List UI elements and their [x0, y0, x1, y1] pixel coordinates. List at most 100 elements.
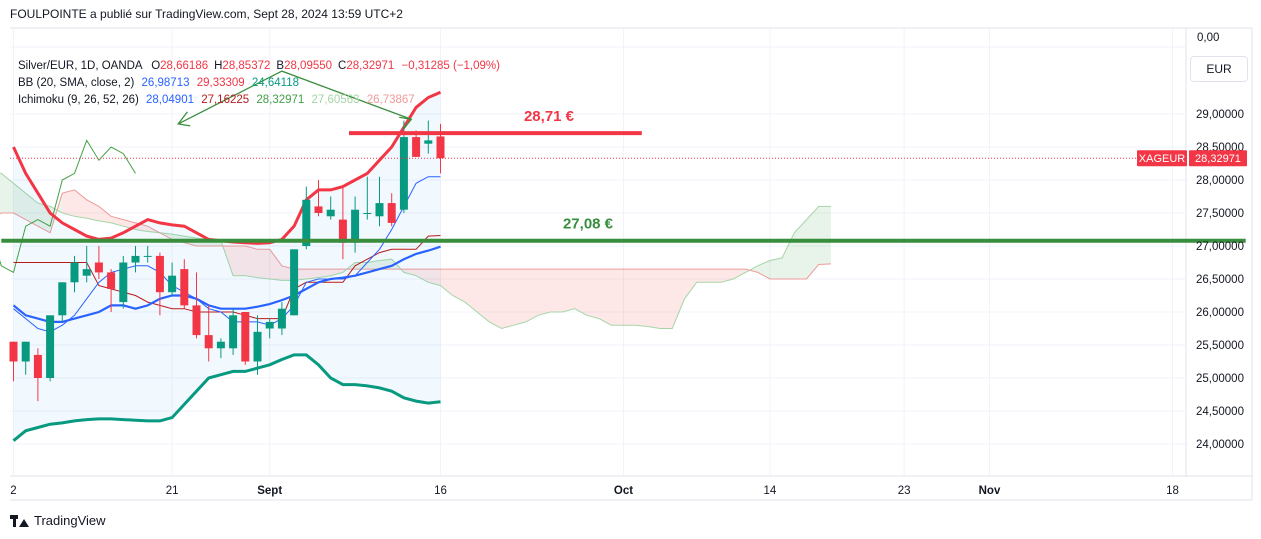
candle-body — [412, 137, 421, 157]
cloud-segment — [660, 269, 673, 329]
cloud-segment — [477, 269, 490, 322]
price-tick-label: 25,00000 — [1196, 373, 1244, 385]
legend-ohlc-value: 28,66186 — [160, 60, 209, 72]
candle-body — [9, 341, 18, 362]
cloud-segment — [318, 269, 331, 278]
candle-body — [180, 269, 189, 306]
cloud-segment — [269, 249, 282, 281]
bb-lower-line — [12, 353, 441, 442]
cloud-segment — [708, 269, 722, 283]
legend-ichimoku-label: Ichimoku (9, 26, 52, 26) — [18, 94, 139, 106]
time-tick-label: Nov — [979, 485, 1001, 497]
price-tick-label: 26,00000 — [1196, 307, 1244, 319]
cloud-segment — [440, 269, 453, 296]
cloud-segment — [550, 269, 563, 312]
price-tick-label: 0,00 — [1197, 32, 1219, 44]
annotations: 28,71 € 27,08 € — [1, 70, 1246, 243]
time-axis: 221Sept16Oct1423Nov18Déc — [10, 485, 1179, 497]
candle-body — [33, 354, 42, 378]
candles — [9, 120, 445, 402]
cloud-segment — [672, 269, 685, 329]
cloud-segment — [794, 219, 807, 279]
candle-body — [265, 321, 274, 329]
legend-ichimoku-row[interactable]: Ichimoku (9, 26, 52, 26) 28,04901 27,162… — [18, 92, 500, 109]
candle-body — [131, 255, 140, 263]
candle-body — [277, 308, 286, 329]
cloud-segment — [513, 269, 526, 326]
tradingview-logo-icon — [10, 514, 30, 527]
legend-ichimoku-conversion: 28,04901 — [146, 94, 194, 106]
legend-bb-row[interactable]: BB (20, SMA, close, 2) 26,98713 29,33309… — [18, 75, 500, 92]
senkou-a-line — [0, 172, 831, 330]
cloud-segment — [306, 269, 319, 279]
cloud-segment — [538, 269, 551, 316]
footer-brand-label: TradingView — [34, 513, 106, 528]
senkou-b-line — [0, 189, 831, 280]
price-tick-label: 25,50000 — [1196, 340, 1244, 352]
cloud-segment — [74, 189, 87, 219]
cloud-segment — [62, 189, 75, 217]
legend-ohlc-key: O — [151, 60, 161, 72]
legend-symbol-row[interactable]: Silver/EUR, 1D, OANDA O28,66186 H28,85372… — [18, 58, 500, 75]
candle-body — [351, 209, 360, 243]
candle-body — [436, 136, 445, 159]
price-tag-label: 28,32971 — [1195, 153, 1241, 165]
legend-ichimoku-lead1: 27,60563 — [311, 94, 360, 106]
cloud-segment — [635, 269, 648, 327]
legend-bb-lower: 24,64118 — [251, 77, 299, 89]
publisher-header: FOULPOINTE a publié sur TradingView.com,… — [10, 7, 403, 21]
price-tick-label: 26,50000 — [1196, 274, 1244, 286]
candle-body — [192, 305, 201, 336]
bollinger-fill — [13, 92, 441, 441]
cloud-segment — [757, 260, 770, 279]
price-tick-label: 27,50000 — [1196, 208, 1244, 220]
candle-body — [155, 255, 164, 293]
cloud-segment — [623, 269, 636, 326]
cloud-segment — [464, 269, 478, 312]
candle-body — [424, 140, 433, 144]
candle-body — [46, 315, 55, 378]
legend-bb-upper: 29,33309 — [196, 77, 245, 89]
legend-ichimoku-lead2: 26,73867 — [366, 94, 415, 106]
price-tick-label: 27,00000 — [1196, 241, 1244, 253]
level-label: 28,71 € — [524, 108, 575, 125]
chikou-line — [0, 139, 136, 274]
footer-brand[interactable]: TradingView — [10, 513, 106, 528]
bollinger-band-fill — [13, 92, 441, 441]
cloud-segment — [647, 269, 661, 329]
candle-body — [399, 137, 408, 210]
legend-ohlc-key: H — [214, 60, 223, 72]
candle-body — [58, 282, 67, 316]
cloud-segment — [489, 269, 502, 329]
cloud-segment — [562, 269, 575, 312]
cloud-segment — [769, 257, 783, 279]
cloud-segment — [1, 173, 14, 213]
cloud-segment — [721, 269, 734, 283]
legend-ohlc-value: 28,85372 — [222, 60, 271, 72]
currency-button[interactable]: EUR — [1190, 56, 1248, 82]
candle-body — [94, 262, 103, 273]
candle-body — [143, 255, 152, 257]
price-tick-label: 29,00000 — [1196, 109, 1244, 121]
cloud-segment — [403, 269, 417, 276]
cloud-segment — [233, 246, 246, 276]
candle-body — [314, 206, 323, 213]
candle-body — [363, 213, 372, 214]
arrow-head-left — [177, 111, 191, 127]
cloud-segment — [428, 269, 441, 286]
symbol-tag-bg — [1137, 150, 1187, 167]
candle-body — [119, 262, 128, 303]
legend: Silver/EUR, 1D, OANDA O28,66186 H28,85372… — [18, 58, 500, 109]
legend-bb-label: BB (20, SMA, close, 2) — [18, 77, 135, 89]
time-tick-label: 23 — [898, 485, 911, 497]
price-tick-label: 28,00000 — [1196, 175, 1244, 187]
cloud-segment — [98, 206, 112, 223]
time-tick-label: 16 — [434, 485, 447, 497]
cloud-segment — [733, 269, 746, 279]
cloud-segment — [684, 269, 697, 299]
candle-body — [290, 249, 299, 316]
cloud-segment — [25, 193, 38, 227]
time-tick-label: Sept — [257, 485, 282, 497]
cloud-segment — [13, 183, 26, 220]
